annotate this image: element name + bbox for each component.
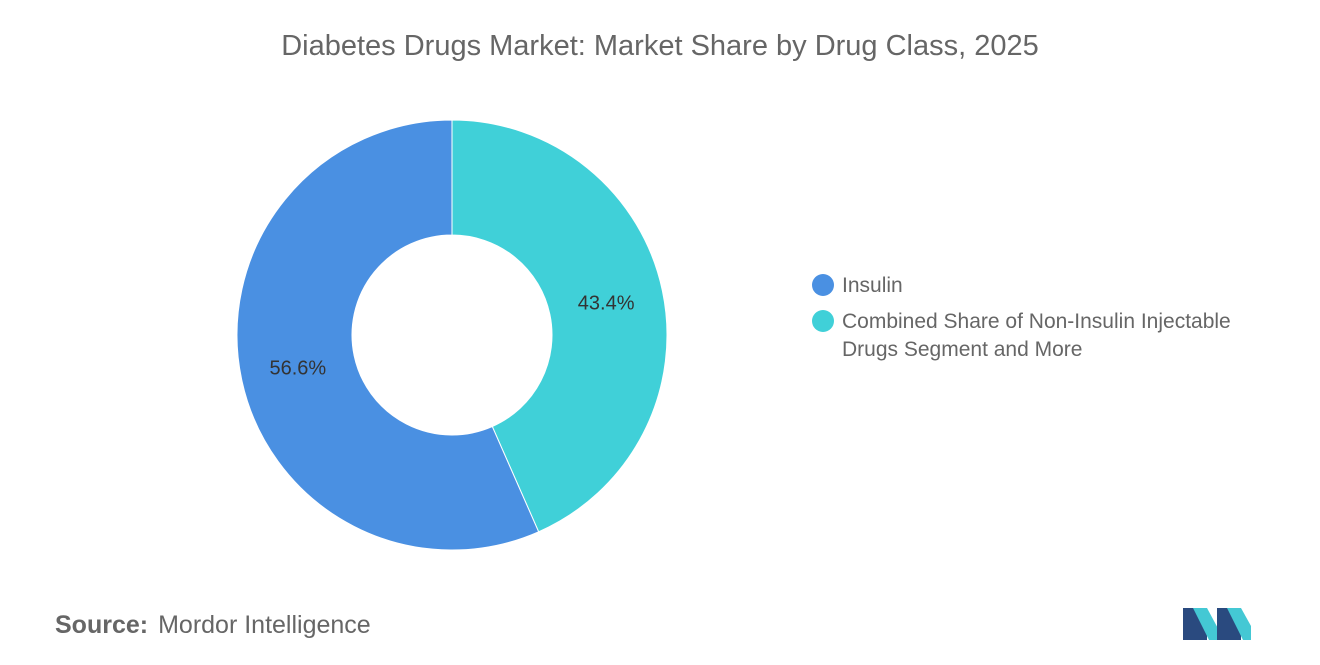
donut-slice-insulin (236, 119, 540, 551)
legend-swatch-non-insulin (812, 310, 834, 332)
legend-label-insulin: Insulin (842, 274, 903, 297)
legend-label-non-insulin: Combined Share of Non-Insulin Injectable… (842, 310, 1231, 361)
donut-slice-non-insulin (451, 119, 668, 533)
donut-slices (236, 119, 668, 551)
source-value: Mordor Intelligence (158, 611, 371, 639)
chart-title: Diabetes Drugs Market: Market Share by D… (281, 30, 1039, 62)
source-note: Source: Mordor Intelligence (55, 611, 371, 640)
slice-label-insulin: 56.6% (270, 357, 327, 379)
legend-swatch-insulin (812, 274, 834, 296)
slice-label-non-insulin: 43.4% (578, 293, 635, 315)
legend-item-insulin: Insulin (812, 272, 1292, 300)
mordor-intelligence-logo-icon (1183, 608, 1251, 640)
source-key: Source: (55, 611, 149, 639)
legend-item-non-insulin: Combined Share of Non-Insulin Injectable… (812, 308, 1292, 364)
chart-legend: Insulin Combined Share of Non-Insulin In… (812, 272, 1292, 372)
donut-slice-labels: 43.4% 56.6% (270, 293, 635, 380)
